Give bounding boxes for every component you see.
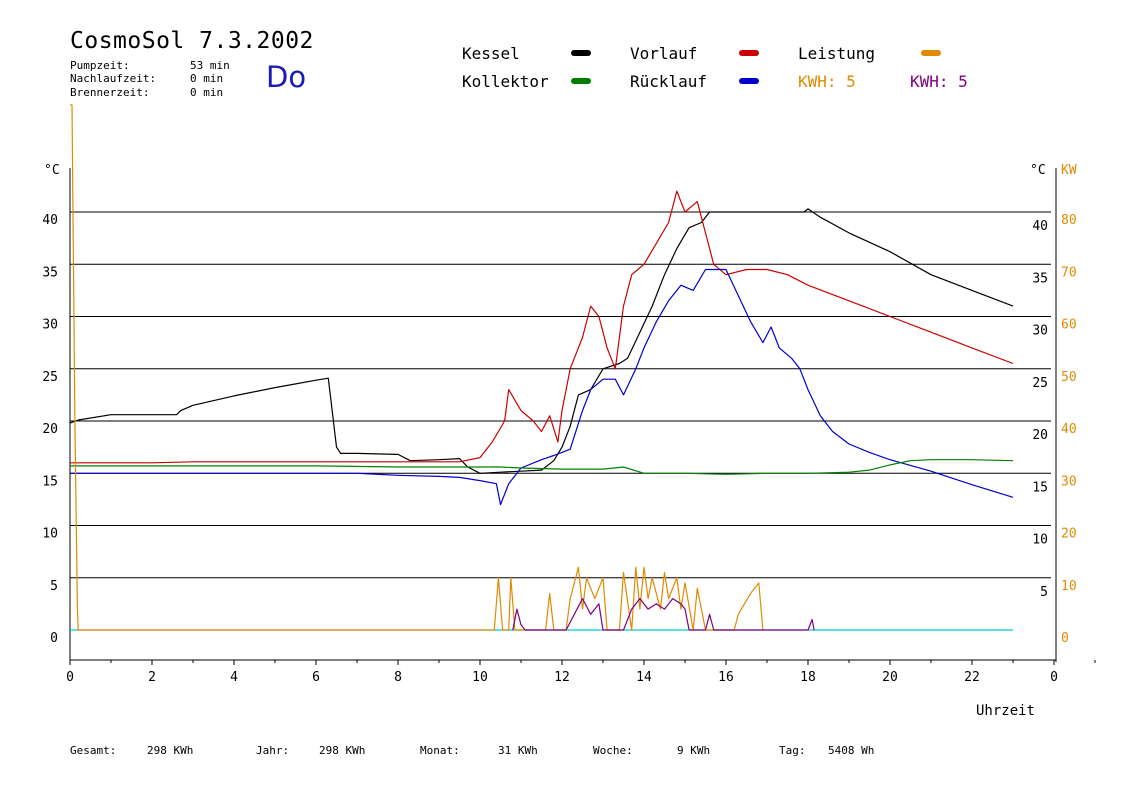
y-tick-left: 0 xyxy=(50,631,58,646)
monat-label: Monat: xyxy=(420,744,460,757)
x-tick-label: 22 xyxy=(964,670,980,685)
legend-ruecklauf-swatch xyxy=(739,78,759,84)
x-tick-label: 6 xyxy=(312,670,320,685)
x-tick-label: 0 xyxy=(1050,670,1058,685)
x-tick-label: 14 xyxy=(636,670,652,685)
x-tick-label: 8 xyxy=(394,670,402,685)
pump-time-value: 53 min xyxy=(190,59,230,72)
y-tick-left: 30 xyxy=(42,318,58,333)
woche-label: Woche: xyxy=(593,744,633,757)
y-axis-label-right: °C xyxy=(1030,163,1046,178)
y-tick-left: 10 xyxy=(42,527,58,542)
y-tick-left: 15 xyxy=(42,474,58,489)
legend-vorlauf-label: Vorlauf xyxy=(630,44,698,63)
legend-kollektor-swatch xyxy=(571,78,591,84)
axes xyxy=(69,168,1096,665)
y-tick-left: 5 xyxy=(50,579,58,594)
legend-leistung-label: Leistung xyxy=(798,44,876,63)
y-tick-power: 70 xyxy=(1061,265,1077,280)
y-tick-power: 50 xyxy=(1061,370,1077,385)
weekday-label: Do xyxy=(266,60,307,94)
x-tick-label: 18 xyxy=(800,670,816,685)
y-tick-right: 35 xyxy=(1032,271,1048,286)
pump-time-label: Pumpzeit: xyxy=(70,59,130,72)
woche-value: 9 KWh xyxy=(677,744,711,757)
y-tick-right: 10 xyxy=(1032,533,1048,548)
x-axis-label: Uhrzeit xyxy=(976,703,1035,719)
y-tick-right: 25 xyxy=(1032,376,1048,391)
y-tick-power: 0 xyxy=(1061,631,1069,646)
app-title: CosmoSol 7.3.2002 xyxy=(70,28,314,54)
x-tick-label: 10 xyxy=(472,670,488,685)
y-tick-left: 25 xyxy=(42,370,58,385)
nachlauf-time-row: Nachlaufzeit: 0 min xyxy=(70,72,223,85)
jahr-value: 298 KWh xyxy=(319,744,366,757)
y-axis-label-power: KW xyxy=(1061,163,1077,178)
y-tick-right: 30 xyxy=(1032,324,1048,339)
legend-kessel-label: Kessel xyxy=(462,44,520,63)
legend-ruecklauf-label: Rücklauf xyxy=(630,72,708,91)
y-tick-right: 5 xyxy=(1040,585,1048,600)
legend-kollektor-label: Kollektor xyxy=(462,72,549,91)
y-tick-power: 30 xyxy=(1061,474,1077,489)
y-tick-power: 20 xyxy=(1061,527,1077,542)
x-tick-label: 12 xyxy=(554,670,570,685)
series-line-kwh xyxy=(512,597,815,631)
legend-vorlauf-swatch xyxy=(739,50,759,56)
y-tick-power: 40 xyxy=(1061,422,1077,437)
series-line-rcklauf xyxy=(70,268,1014,506)
legend-kwh-1: KWH: 5 xyxy=(798,72,856,91)
y-tick-power: 60 xyxy=(1061,318,1077,333)
brenner-time-row: Brennerzeit: 0 min xyxy=(70,86,223,99)
brenner-time-value: 0 min xyxy=(190,86,224,99)
legend-kessel-swatch xyxy=(571,50,591,56)
y-tick-right: 15 xyxy=(1032,480,1048,495)
y-tick-left: 35 xyxy=(42,265,58,280)
gesamt-value: 298 KWh xyxy=(147,744,194,757)
x-tick-label: 0 xyxy=(66,670,74,685)
y-axis-label-left: °C xyxy=(44,163,60,178)
x-tick-label: 20 xyxy=(882,670,898,685)
tag-label: Tag: xyxy=(779,744,806,757)
brenner-time-label: Brennerzeit: xyxy=(70,86,150,99)
y-tick-right: 20 xyxy=(1032,428,1048,443)
legend-leistung-swatch xyxy=(921,50,941,56)
grid-lines xyxy=(70,211,1051,579)
gesamt-label: Gesamt: xyxy=(70,744,117,757)
x-tick-label: 16 xyxy=(718,670,734,685)
series-lines xyxy=(69,104,1014,631)
series-line-kessel xyxy=(69,208,1014,474)
legend-kwh-2: KWH: 5 xyxy=(910,72,968,91)
y-tick-power: 80 xyxy=(1061,213,1077,228)
y-tick-power: 10 xyxy=(1061,579,1077,594)
nachlauf-time-value: 0 min xyxy=(190,72,224,85)
series-line-kollektor xyxy=(70,459,1014,475)
series-line-leistung xyxy=(70,104,764,631)
x-tick-label: 2 xyxy=(148,670,156,685)
nachlauf-time-label: Nachlaufzeit: xyxy=(70,72,157,85)
y-tick-right: 40 xyxy=(1032,219,1048,234)
tag-value: 5408 Wh xyxy=(828,744,875,757)
pump-time-row: Pumpzeit: 53 min xyxy=(70,59,230,72)
series-line-vorlauf xyxy=(70,190,1014,464)
jahr-label: Jahr: xyxy=(256,744,290,757)
x-tick-label: 4 xyxy=(230,670,238,685)
monat-value: 31 KWh xyxy=(498,744,538,757)
y-tick-left: 20 xyxy=(42,422,58,437)
tick-labels: 0510152025303540510152025303540010203040… xyxy=(42,213,1076,685)
y-tick-left: 40 xyxy=(42,213,58,228)
